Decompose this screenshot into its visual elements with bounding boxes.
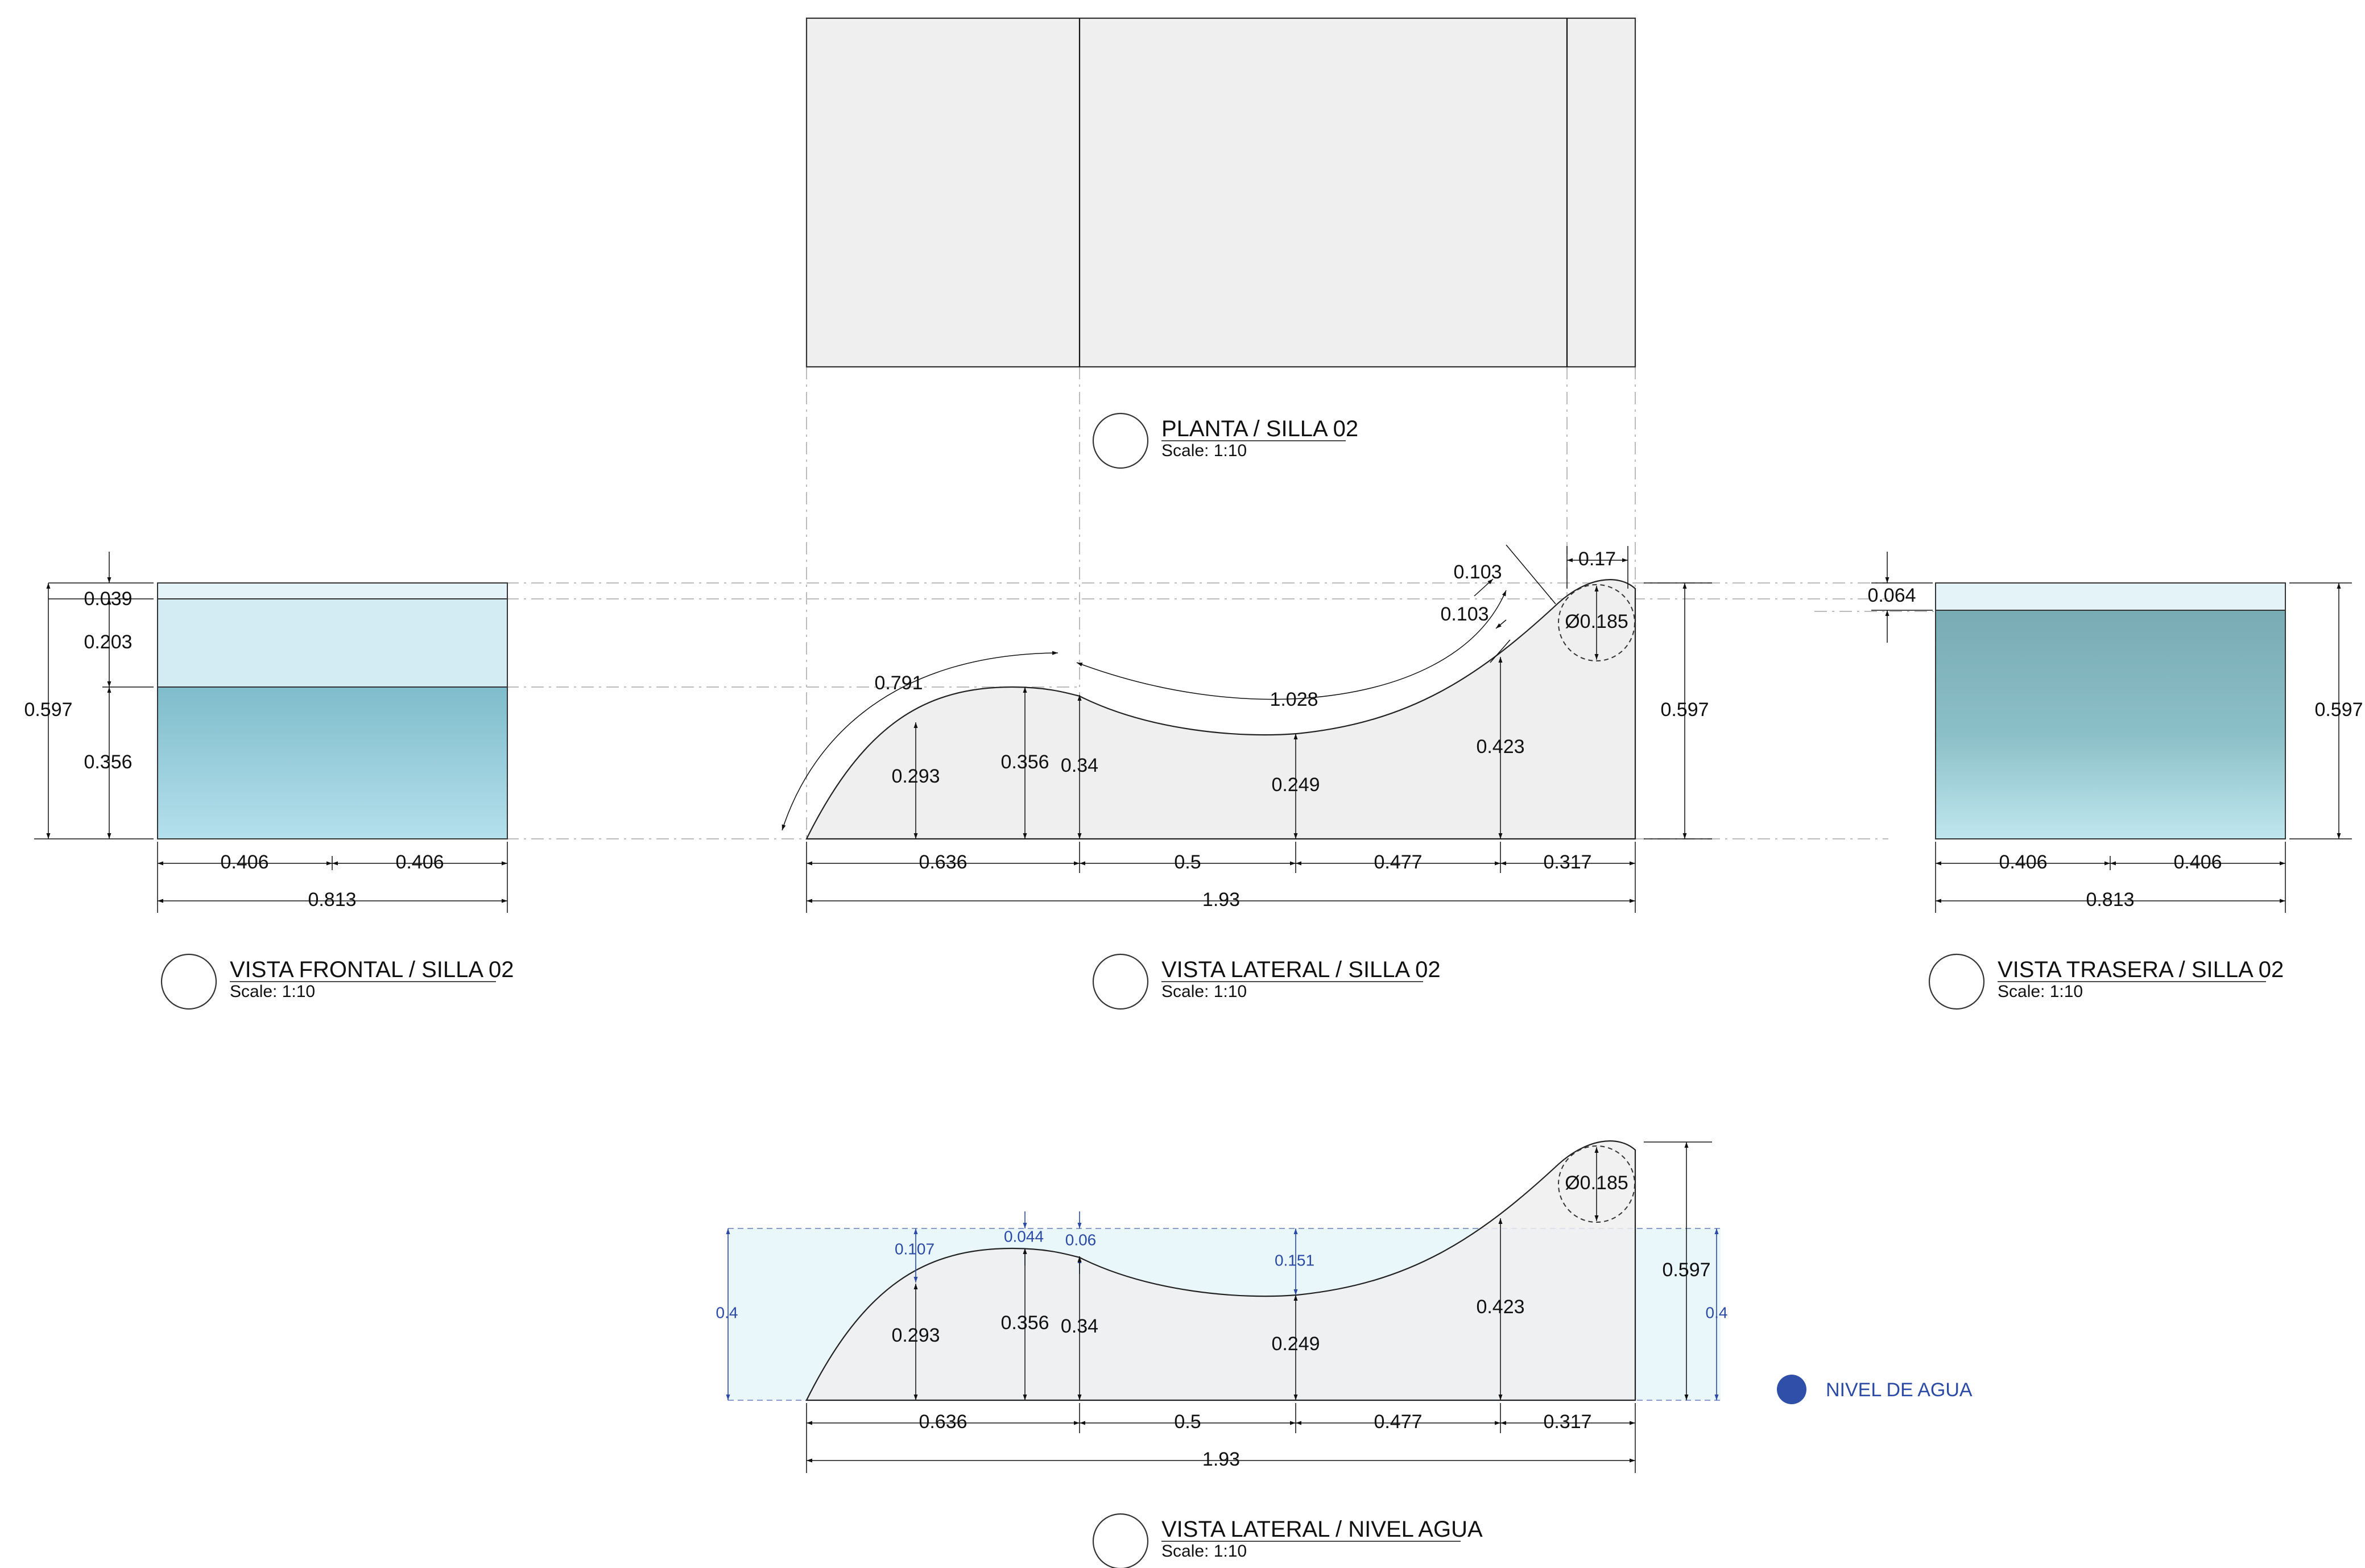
front-view — [157, 582, 508, 839]
dim-label: 0.249 — [1271, 1333, 1320, 1355]
view-title: VISTA LATERAL / SILLA 02 — [1161, 957, 1441, 982]
dim-label: 0.597 — [24, 699, 72, 721]
view-title: VISTA TRASERA / SILLA 02 — [1998, 957, 2284, 982]
water-level-label: VISTA LATERAL / NIVEL AGUA Scale: 1:10 — [1092, 1513, 1483, 1568]
dim-label: 0.5 — [1174, 851, 1201, 873]
dim-label: 0.103 — [1453, 561, 1502, 583]
dim-label: 0.406 — [395, 851, 444, 873]
dim-label: 0.597 — [1662, 1259, 1710, 1281]
view-scale: Scale: 1:10 — [1161, 982, 1247, 1001]
dim-label: 0.423 — [1476, 1296, 1524, 1318]
view-scale: Scale: 1:10 — [1998, 982, 2083, 1001]
dim-label: 0.293 — [891, 1325, 940, 1346]
plan-view — [805, 17, 1636, 368]
dim-label: 0.103 — [1440, 603, 1489, 625]
dim-label: 0.813 — [2086, 889, 2134, 911]
dim-label: 0.791 — [874, 672, 923, 694]
dim-label: 1.028 — [1270, 689, 1318, 710]
dim-label: 1.93 — [1202, 889, 1240, 911]
side-view-label: VISTA LATERAL / SILLA 02 Scale: 1:10 — [1092, 953, 1441, 1010]
dim-label: 0.597 — [2314, 699, 2363, 721]
dim-label: 0.406 — [2173, 851, 2222, 873]
dim-label: 0.4 — [1706, 1304, 1728, 1321]
dim-label: 0.813 — [308, 889, 356, 911]
legend: NIVEL DE AGUA — [1777, 1375, 1973, 1404]
dim-label: 0.477 — [1374, 1411, 1422, 1433]
dim-label: 0.406 — [220, 851, 268, 873]
side-view — [805, 579, 1636, 840]
dim-label: 0.044 — [1004, 1227, 1044, 1245]
dim-label: 1.93 — [1202, 1449, 1240, 1470]
dim-label: 0.4 — [716, 1304, 738, 1321]
water-level-swatch — [1777, 1375, 1806, 1404]
back-view — [1935, 582, 2286, 839]
dim-label: 0.423 — [1476, 736, 1524, 758]
dim-label: 0.356 — [84, 751, 132, 773]
view-scale: Scale: 1:10 — [1161, 441, 1247, 460]
dim-label: 0.406 — [1999, 851, 2047, 873]
dim-label: 0.356 — [1000, 1312, 1049, 1334]
dim-label: 0.636 — [919, 851, 967, 873]
dim-label: 0.039 — [84, 588, 132, 610]
dim-label: 0.636 — [919, 1411, 967, 1433]
dim-label: 0.17 — [1578, 548, 1616, 570]
water-level-view — [728, 1140, 1721, 1401]
view-title: PLANTA / SILLA 02 — [1161, 416, 1358, 441]
dim-label: 0.356 — [1000, 751, 1049, 773]
dim-label: Ø0.185 — [1565, 1172, 1628, 1194]
dim-label: 0.597 — [1660, 699, 1709, 721]
dim-label: 0.5 — [1174, 1411, 1201, 1433]
view-scale: Scale: 1:10 — [1161, 1542, 1247, 1561]
dim-label: 0.34 — [1061, 1315, 1098, 1337]
dim-label: 0.317 — [1543, 1411, 1591, 1433]
legend-label: NIVEL DE AGUA — [1826, 1379, 1973, 1401]
dim-label: 0.107 — [895, 1240, 935, 1257]
dim-label: 0.477 — [1374, 851, 1422, 873]
dim-label: 0.249 — [1271, 774, 1320, 796]
dim-label: 0.06 — [1065, 1231, 1097, 1248]
dim-label: 0.317 — [1543, 851, 1591, 873]
view-scale: Scale: 1:10 — [230, 982, 315, 1001]
dim-label: 0.34 — [1061, 755, 1098, 776]
water-level-dimensions: Ø0.185 0.4 0.4 0.107 0.044 0.06 0.151 0.… — [716, 1141, 1728, 1473]
plan-view-label: PLANTA / SILLA 02 Scale: 1:10 — [1092, 412, 1358, 469]
front-view-dimensions: 0.039 0.203 0.356 0.597 0.406 0.406 0.81… — [24, 552, 508, 913]
back-view-dimensions: 0.064 0.597 0.406 0.406 0.813 — [1867, 552, 2363, 913]
back-view-label: VISTA TRASERA / SILLA 02 Scale: 1:10 — [1928, 953, 2284, 1010]
view-title: VISTA LATERAL / NIVEL AGUA — [1161, 1517, 1483, 1542]
dim-label: 0.203 — [84, 631, 132, 653]
dim-label: 0.293 — [891, 766, 940, 787]
dim-label: 0.064 — [1867, 585, 1916, 606]
dim-label: 0.151 — [1275, 1251, 1314, 1269]
side-view-dimensions: 0.791 1.028 0.103 0.103 0.17 Ø0.185 0.29… — [782, 544, 1712, 913]
dim-label: Ø0.185 — [1565, 611, 1628, 632]
front-view-label: VISTA FRONTAL / SILLA 02 Scale: 1:10 — [160, 953, 514, 1010]
view-title: VISTA FRONTAL / SILLA 02 — [230, 957, 514, 982]
